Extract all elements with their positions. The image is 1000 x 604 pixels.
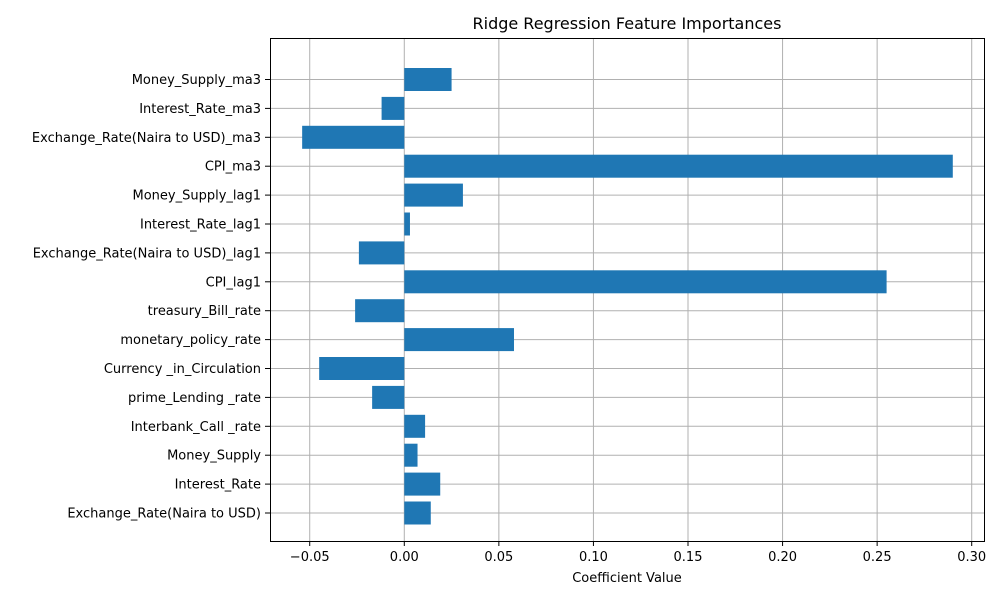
grid (270, 38, 984, 541)
bar (404, 154, 953, 178)
y-tick-label: CPI_ma3 (205, 160, 261, 175)
y-tick-label: Currency _in_Circulation (104, 362, 261, 377)
y-tick-label: Exchange_Rate(Naira to USD)_lag1 (33, 246, 261, 261)
bars (302, 68, 953, 525)
y-tick-label: Interest_Rate (175, 478, 261, 493)
bar (319, 357, 405, 380)
bar (404, 472, 441, 496)
y-tick-label: prime_Lending _rate (128, 391, 261, 406)
y-axis-ticks: Exchange_Rate(Naira to USD) Interest_Rate… (32, 73, 270, 522)
y-tick-label: Money_Supply (167, 449, 261, 464)
x-tick-label: 0.25 (863, 550, 892, 565)
y-tick-label: Exchange_Rate(Naira to USD)_ma3 (32, 131, 261, 146)
bar (404, 443, 418, 467)
bar (404, 414, 426, 438)
x-tick-label: 0.15 (674, 550, 703, 565)
x-tick-label: −0.05 (290, 550, 330, 565)
bar (404, 68, 452, 91)
y-tick-label: Interbank_Call _rate (131, 420, 261, 435)
bar (404, 270, 887, 294)
y-tick-label: Interest_Rate_ma3 (139, 102, 261, 117)
bar (404, 212, 410, 236)
x-tick-label: 0.10 (579, 550, 608, 565)
y-tick-label: CPI_lag1 (206, 275, 261, 290)
y-tick-label: Exchange_Rate(Naira to USD) (67, 507, 261, 522)
y-tick-label: monetary_policy_rate (120, 333, 261, 348)
bar (302, 125, 405, 149)
x-axis-ticks: −0.05 0.00 0.05 0.10 0.15 0.20 0.25 0.30 (290, 541, 986, 565)
bar (381, 96, 405, 120)
bar (404, 328, 514, 352)
chart-title: Ridge Regression Feature Importances (473, 14, 782, 33)
y-tick-label: Money_Supply_lag1 (132, 189, 261, 204)
bar (355, 299, 405, 323)
bar (372, 385, 405, 409)
x-tick-label: 0.20 (768, 550, 797, 565)
bar (404, 501, 431, 525)
bar (404, 183, 463, 207)
plot-frame (270, 38, 985, 542)
x-tick-label: 0.30 (957, 550, 986, 565)
y-tick-label: Interest_Rate_lag1 (140, 218, 261, 233)
y-tick-label: Money_Supply_ma3 (132, 73, 261, 88)
x-tick-label: 0.05 (484, 550, 513, 565)
x-axis-label: Coefficient Value (572, 571, 682, 586)
y-tick-label: treasury_Bill_rate (148, 304, 261, 319)
x-tick-label: 0.00 (390, 550, 419, 565)
bar (358, 241, 405, 265)
